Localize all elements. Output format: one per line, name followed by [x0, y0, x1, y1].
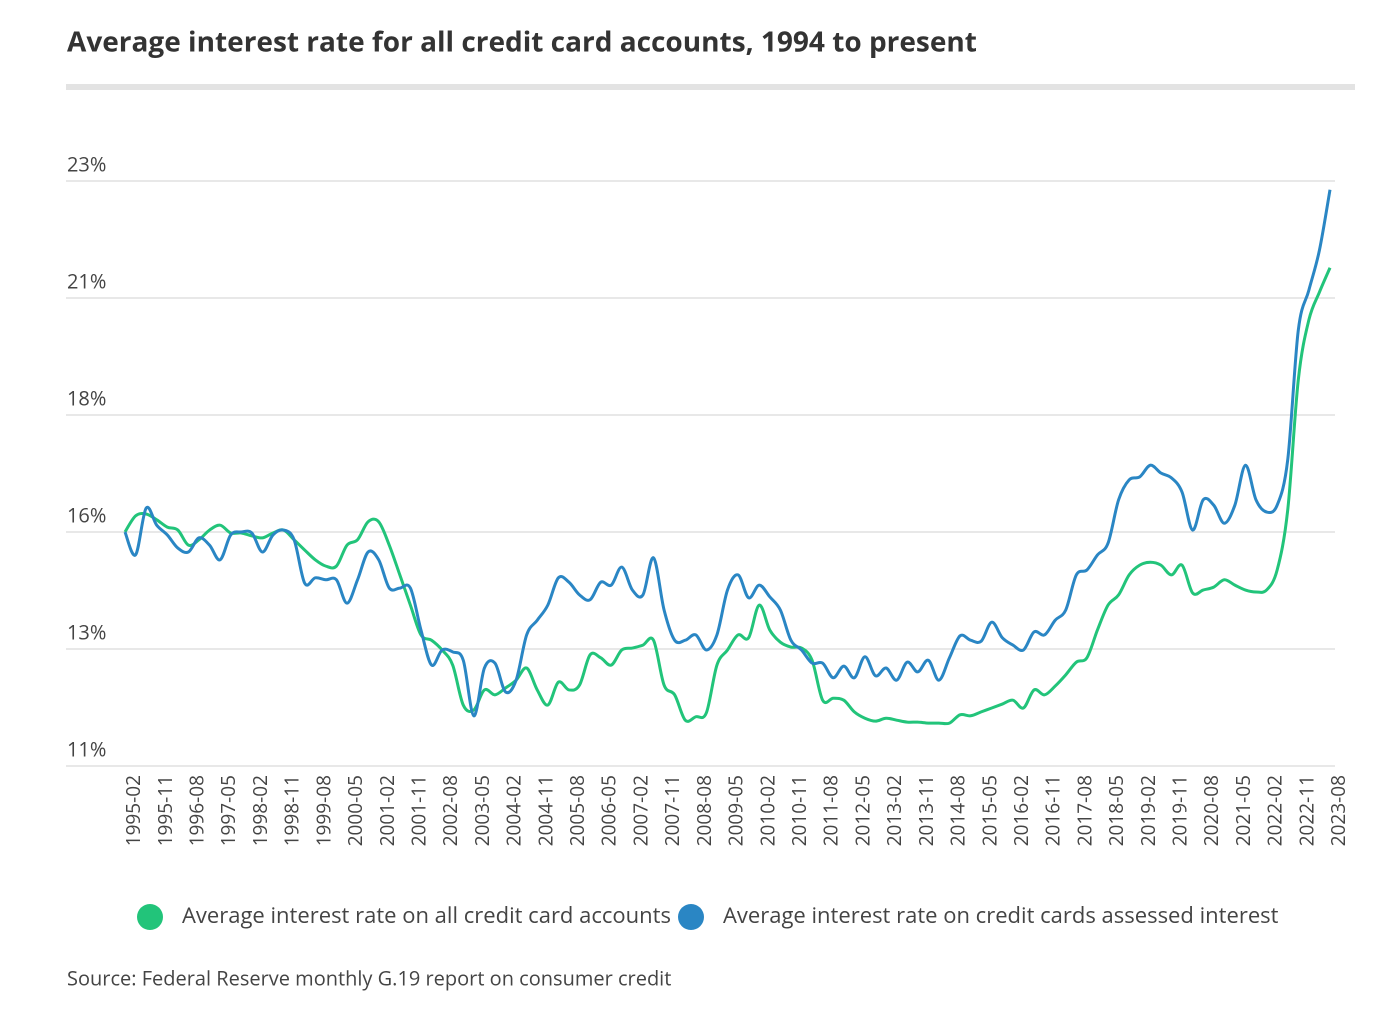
x-tick-label: 2015-05	[976, 775, 1002, 846]
x-tick-label: 2010-11	[786, 775, 812, 846]
x-tick-label: 2006-05	[596, 775, 622, 846]
x-tick-label: 2005-08	[564, 775, 590, 846]
y-tick-label: 11%	[67, 735, 106, 762]
x-tick-label: 2012-05	[849, 775, 875, 846]
y-tick-label: 23%	[67, 150, 106, 177]
x-tick-label: 2001-02	[374, 775, 400, 846]
series-line	[123, 267, 1332, 726]
x-tick-label: 2011-08	[818, 775, 844, 846]
y-tick-label: 16%	[67, 501, 106, 528]
x-tick-label: 2003-05	[469, 775, 495, 846]
legend-label: Average interest rate on all credit card…	[182, 900, 671, 930]
x-tick-label: 2004-11	[532, 775, 558, 846]
x-tick-label: 1998-11	[279, 775, 305, 846]
source-note: Source: Federal Reserve monthly G.19 rep…	[67, 964, 671, 991]
y-tick-label: 18%	[67, 384, 106, 411]
x-tick-label: 2017-08	[1071, 775, 1097, 846]
x-tick-label: 2004-02	[501, 775, 527, 846]
x-tick-label: 2000-05	[342, 775, 368, 846]
y-tick-label: 13%	[67, 618, 106, 645]
legend-marker	[137, 904, 163, 930]
x-tick-label: 2022-11	[1293, 775, 1319, 846]
x-tick-label: 2022-02	[1262, 775, 1288, 846]
x-tick-label: 1995-02	[120, 775, 146, 846]
x-tick-label: 1996-08	[183, 775, 209, 846]
x-tick-label: 2007-02	[627, 775, 653, 846]
x-tick-label: 1997-05	[215, 775, 241, 846]
title-rule	[66, 84, 1355, 90]
x-tick-label: 2007-11	[659, 775, 685, 846]
x-tick-label: 2019-11	[1167, 775, 1193, 846]
y-tick-label: 21%	[67, 267, 106, 294]
x-tick-label: 2021-05	[1230, 775, 1256, 846]
chart-title: Average interest rate for all credit car…	[67, 22, 977, 60]
x-tick-label: 2009-05	[723, 775, 749, 846]
x-tick-label: 2010-02	[754, 775, 780, 846]
x-tick-label: 2013-02	[881, 775, 907, 846]
x-tick-label: 2013-11	[913, 775, 939, 846]
x-tick-label: 2016-11	[1040, 775, 1066, 846]
legend-marker	[678, 904, 704, 930]
x-tick-label: 1999-08	[310, 775, 336, 846]
series-line	[123, 189, 1332, 718]
x-tick-label: 2002-08	[437, 775, 463, 846]
x-tick-label: 2020-08	[1198, 775, 1224, 846]
x-tick-label: 1995-11	[152, 775, 178, 846]
x-tick-label: 2018-05	[1103, 775, 1129, 846]
x-tick-label: 2019-02	[1135, 775, 1161, 846]
x-tick-label: 2023-08	[1325, 775, 1351, 846]
x-tick-label: 2001-11	[405, 775, 431, 846]
x-tick-label: 2016-02	[1008, 775, 1034, 846]
x-tick-label: 1998-02	[247, 775, 273, 846]
x-tick-label: 2014-08	[945, 775, 971, 846]
legend-label: Average interest rate on credit cards as…	[723, 900, 1279, 930]
x-tick-label: 2008-08	[691, 775, 717, 846]
